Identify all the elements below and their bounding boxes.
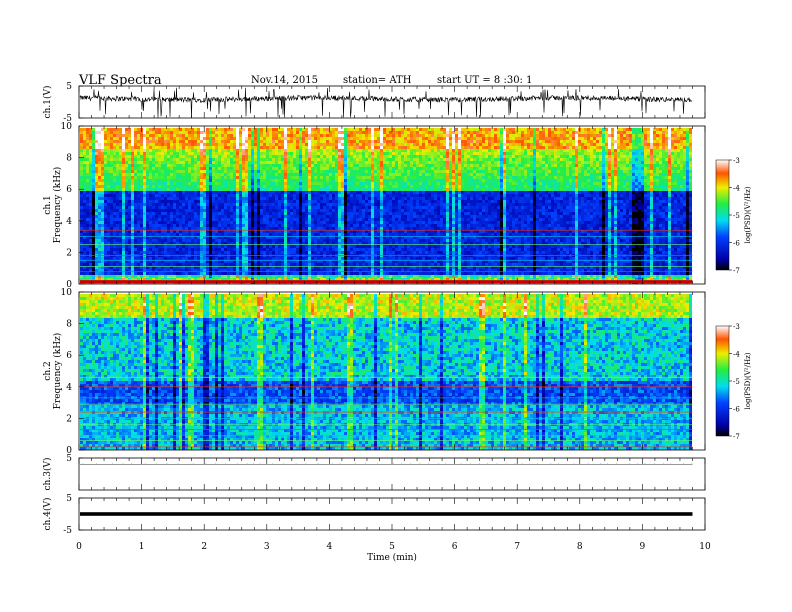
- low-frequency-band: [80, 280, 692, 283]
- y-tick-label-ch1-spec: 6: [66, 185, 72, 195]
- y-tick-label-ch2-spec: 10: [61, 288, 73, 298]
- y-tick-label-ch3: 5: [66, 454, 72, 464]
- x-tick-label: 8: [577, 542, 583, 552]
- x-tick-label: 3: [264, 542, 270, 552]
- waveform-line-ch1: [80, 88, 692, 118]
- x-tick-label: 10: [699, 542, 711, 552]
- colorbar-tick-label: -5: [733, 212, 740, 220]
- colorbar-tick-label: -3: [733, 323, 740, 331]
- waveform-line-ch4: [80, 512, 692, 516]
- colorbar-tick-label: -7: [733, 267, 740, 275]
- y-axis-label-ch1-spec: Frequency (kHz): [52, 167, 63, 244]
- x-tick-label: 1: [139, 542, 145, 552]
- y-tick-label-ch1-spec: 8: [66, 154, 72, 164]
- y-axis-label-ch1: ch.1(V): [42, 86, 53, 119]
- y-tick-label-ch2-spec: 2: [66, 414, 72, 424]
- colorbar-tick-label: -6: [733, 240, 740, 248]
- colorbar-label: log(PSD)(V²/Hz): [744, 352, 752, 409]
- spectrogram-ch2-spec: [80, 294, 692, 450]
- colorbar-label: log(PSD)(V²/Hz): [744, 186, 752, 243]
- x-tick-label: 2: [201, 542, 207, 552]
- y-tick-label-ch1-spec: 2: [66, 248, 72, 258]
- colorbar-ch2-spec: [716, 326, 729, 436]
- y-axis-label-ch2-spec: Frequency (kHz): [52, 333, 63, 410]
- y-tick-label-ch4: -5: [63, 526, 72, 536]
- colorbar-ch1-spec: [716, 160, 729, 270]
- y-tick-label-ch1-spec: 4: [66, 217, 72, 227]
- colorbar-tick-label: -3: [733, 157, 740, 165]
- y-axis-label-ch2-spec: ch.2: [43, 361, 53, 380]
- colorbar-tick-label: -4: [733, 185, 740, 193]
- x-axis-label: Time (min): [367, 552, 417, 563]
- colorbar-tick-label: -5: [733, 378, 740, 386]
- y-tick-label-ch2-spec: 8: [66, 320, 72, 330]
- y-axis-label-ch4: ch.4(V): [42, 498, 53, 531]
- y-axis-label-ch1-spec: ch.1: [43, 195, 53, 214]
- x-tick-label: 6: [452, 542, 458, 552]
- y-tick-label-ch2-spec: 4: [66, 383, 72, 393]
- x-tick-label: 5: [389, 542, 395, 552]
- x-tick-label: 9: [640, 542, 646, 552]
- y-tick-label-ch1-spec: 10: [61, 122, 73, 132]
- colorbar-tick-label: -4: [733, 351, 740, 359]
- y-tick-label-ch2-spec: 6: [66, 351, 72, 361]
- y-axis-label-ch3: ch.3(V): [42, 458, 53, 491]
- x-tick-label: 4: [327, 542, 333, 552]
- colorbar-tick-label: -7: [733, 433, 740, 441]
- x-tick-label: 7: [514, 542, 520, 552]
- x-tick-label: 0: [76, 542, 82, 552]
- spectrogram-ch1-spec: [80, 128, 692, 284]
- colorbar-tick-label: -6: [733, 406, 740, 414]
- y-tick-label-ch4: 5: [66, 494, 72, 504]
- y-tick-label-ch1: 5: [66, 82, 72, 92]
